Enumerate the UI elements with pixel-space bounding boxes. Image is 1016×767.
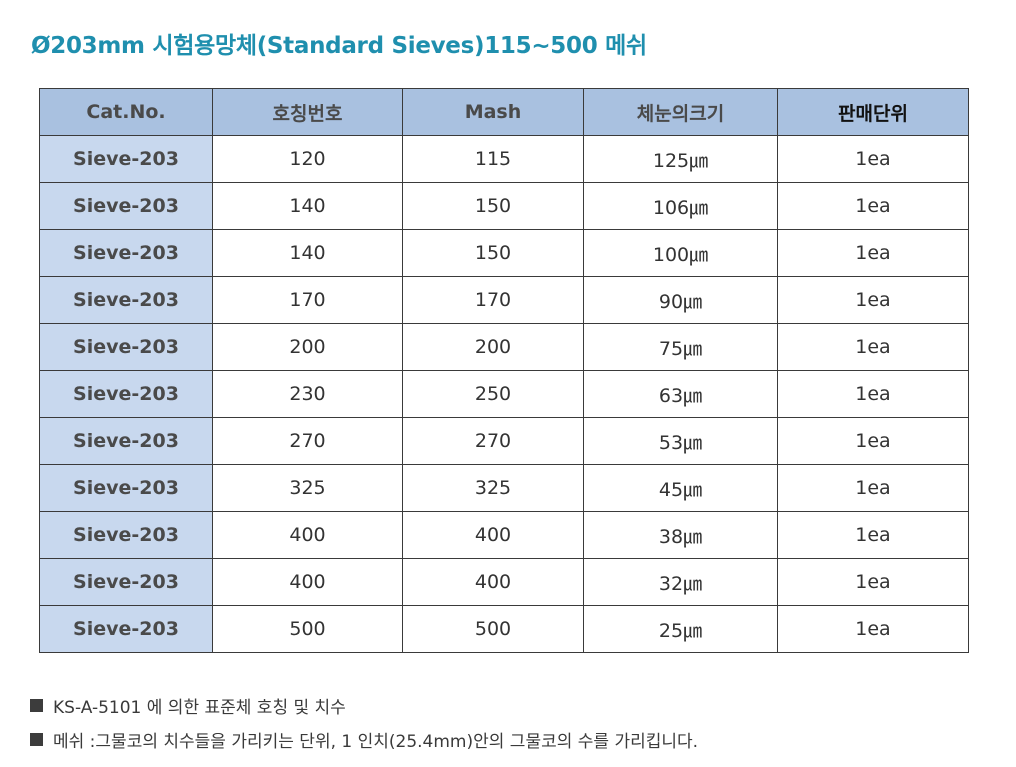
table-row: Sieve-203 400 400 38㎛ 1ea bbox=[39, 511, 969, 559]
header-aperture-size: 체눈의크기 bbox=[583, 88, 778, 136]
mesh-cell: 115 bbox=[402, 135, 584, 183]
sales-unit-cell: 1ea bbox=[777, 370, 969, 418]
cat-no-cell: Sieve-203 bbox=[39, 417, 213, 465]
table-row: Sieve-203 170 170 90㎛ 1ea bbox=[39, 276, 969, 324]
table-row: Sieve-203 400 400 32㎛ 1ea bbox=[39, 558, 969, 606]
note-text: KS-A-5101 에 의한 표준체 호칭 및 치수 bbox=[53, 697, 346, 718]
header-nominal-number: 호칭번호 bbox=[212, 88, 403, 136]
note-text: 메쉬 :그물코의 치수들을 가리키는 단위, 1 인치(25.4mm)안의 그물… bbox=[53, 731, 699, 752]
nominal-number-cell: 120 bbox=[212, 135, 403, 183]
table-row: Sieve-203 140 150 106㎛ 1ea bbox=[39, 182, 969, 230]
page-title: Ø203mm 시험용망체(Standard Sieves)115~500 메쉬 bbox=[31, 33, 647, 59]
sales-unit-cell: 1ea bbox=[777, 323, 969, 371]
mesh-cell: 500 bbox=[402, 605, 584, 653]
mesh-cell: 325 bbox=[402, 464, 584, 512]
cat-no-cell: Sieve-203 bbox=[39, 276, 213, 324]
cat-no-cell: Sieve-203 bbox=[39, 229, 213, 277]
nominal-number-cell: 230 bbox=[212, 370, 403, 418]
cat-no-cell: Sieve-203 bbox=[39, 558, 213, 606]
table-row: Sieve-203 270 270 53㎛ 1ea bbox=[39, 417, 969, 465]
table-row: Sieve-203 325 325 45㎛ 1ea bbox=[39, 464, 969, 512]
header-sales-unit: 판매단위 bbox=[777, 88, 969, 136]
sieve-spec-table: Cat.No. 호칭번호 Mash 체눈의크기 판매단위 Sieve-203 1… bbox=[39, 88, 969, 653]
mesh-cell: 400 bbox=[402, 558, 584, 606]
nominal-number-cell: 400 bbox=[212, 558, 403, 606]
notes-section: KS-A-5101 에 의한 표준체 호칭 및 치수 메쉬 :그물코의 치수들을… bbox=[30, 688, 698, 756]
nominal-number-cell: 500 bbox=[212, 605, 403, 653]
sales-unit-cell: 1ea bbox=[777, 229, 969, 277]
mesh-cell: 170 bbox=[402, 276, 584, 324]
mesh-cell: 150 bbox=[402, 182, 584, 230]
aperture-size-cell: 100㎛ bbox=[583, 229, 778, 277]
header-cat-no: Cat.No. bbox=[39, 88, 213, 136]
table-header-row: Cat.No. 호칭번호 Mash 체눈의크기 판매단위 bbox=[39, 88, 969, 136]
sales-unit-cell: 1ea bbox=[777, 464, 969, 512]
sales-unit-cell: 1ea bbox=[777, 558, 969, 606]
table-row: Sieve-203 500 500 25㎛ 1ea bbox=[39, 605, 969, 653]
aperture-size-cell: 25㎛ bbox=[583, 605, 778, 653]
aperture-size-cell: 53㎛ bbox=[583, 417, 778, 465]
cat-no-cell: Sieve-203 bbox=[39, 605, 213, 653]
cat-no-cell: Sieve-203 bbox=[39, 370, 213, 418]
cat-no-cell: Sieve-203 bbox=[39, 464, 213, 512]
mesh-cell: 250 bbox=[402, 370, 584, 418]
header-mesh: Mash bbox=[402, 88, 584, 136]
sales-unit-cell: 1ea bbox=[777, 276, 969, 324]
square-bullet-icon bbox=[30, 732, 43, 746]
mesh-cell: 150 bbox=[402, 229, 584, 277]
sales-unit-cell: 1ea bbox=[777, 605, 969, 653]
nominal-number-cell: 200 bbox=[212, 323, 403, 371]
nominal-number-cell: 140 bbox=[212, 182, 403, 230]
note-item: KS-A-5101 에 의한 표준체 호칭 및 치수 bbox=[30, 688, 698, 722]
aperture-size-cell: 106㎛ bbox=[583, 182, 778, 230]
mesh-cell: 200 bbox=[402, 323, 584, 371]
sales-unit-cell: 1ea bbox=[777, 135, 969, 183]
nominal-number-cell: 325 bbox=[212, 464, 403, 512]
nominal-number-cell: 400 bbox=[212, 511, 403, 559]
aperture-size-cell: 32㎛ bbox=[583, 558, 778, 606]
cat-no-cell: Sieve-203 bbox=[39, 135, 213, 183]
aperture-size-cell: 90㎛ bbox=[583, 276, 778, 324]
aperture-size-cell: 125㎛ bbox=[583, 135, 778, 183]
cat-no-cell: Sieve-203 bbox=[39, 511, 213, 559]
table-row: Sieve-203 120 115 125㎛ 1ea bbox=[39, 135, 969, 183]
square-bullet-icon bbox=[30, 698, 43, 712]
mesh-cell: 270 bbox=[402, 417, 584, 465]
table-row: Sieve-203 200 200 75㎛ 1ea bbox=[39, 323, 969, 371]
cat-no-cell: Sieve-203 bbox=[39, 323, 213, 371]
aperture-size-cell: 75㎛ bbox=[583, 323, 778, 371]
sales-unit-cell: 1ea bbox=[777, 417, 969, 465]
note-item: 메쉬 :그물코의 치수들을 가리키는 단위, 1 인치(25.4mm)안의 그물… bbox=[30, 722, 698, 756]
table-row: Sieve-203 140 150 100㎛ 1ea bbox=[39, 229, 969, 277]
aperture-size-cell: 63㎛ bbox=[583, 370, 778, 418]
mesh-cell: 400 bbox=[402, 511, 584, 559]
nominal-number-cell: 270 bbox=[212, 417, 403, 465]
cat-no-cell: Sieve-203 bbox=[39, 182, 213, 230]
aperture-size-cell: 45㎛ bbox=[583, 464, 778, 512]
sales-unit-cell: 1ea bbox=[777, 511, 969, 559]
aperture-size-cell: 38㎛ bbox=[583, 511, 778, 559]
nominal-number-cell: 140 bbox=[212, 229, 403, 277]
sales-unit-cell: 1ea bbox=[777, 182, 969, 230]
table-row: Sieve-203 230 250 63㎛ 1ea bbox=[39, 370, 969, 418]
nominal-number-cell: 170 bbox=[212, 276, 403, 324]
